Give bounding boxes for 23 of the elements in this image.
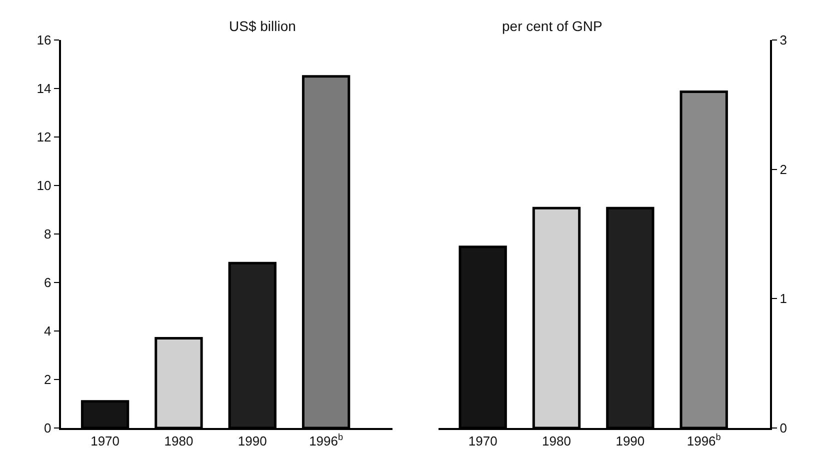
y-tick-label: 6	[44, 275, 52, 290]
x-tick-label: 1996$^{b}$	[686, 432, 721, 449]
y-tick-label: 12	[36, 130, 52, 145]
y-tick-label: 0	[780, 420, 787, 436]
x-tick-label: 1980	[164, 434, 194, 449]
x-tick-label: 1980	[542, 434, 571, 449]
y-tick-label: 1	[780, 291, 787, 306]
x-tick-label: 1970	[468, 434, 498, 449]
y-tick-label: 16	[36, 32, 52, 48]
y-tick-label: 8	[44, 226, 52, 242]
y-tick-label: 3	[780, 32, 787, 48]
y-tick-label: 2	[780, 162, 787, 177]
x-tick-label: 1970	[90, 434, 120, 449]
chart-title: US$ billion	[229, 18, 296, 34]
y-tick-label: 14	[36, 81, 52, 96]
x-tick-label: 1990	[238, 434, 267, 449]
x-tick-label: 1996$^{b}$	[309, 432, 344, 449]
chart-title: per cent of GNP	[502, 18, 602, 34]
y-tick-label: 10	[36, 178, 52, 194]
y-tick-label: 4	[44, 324, 52, 339]
x-tick-label: 1990	[616, 434, 645, 449]
y-tick-label: 2	[44, 372, 52, 388]
y-tick-label: 0	[44, 420, 52, 436]
